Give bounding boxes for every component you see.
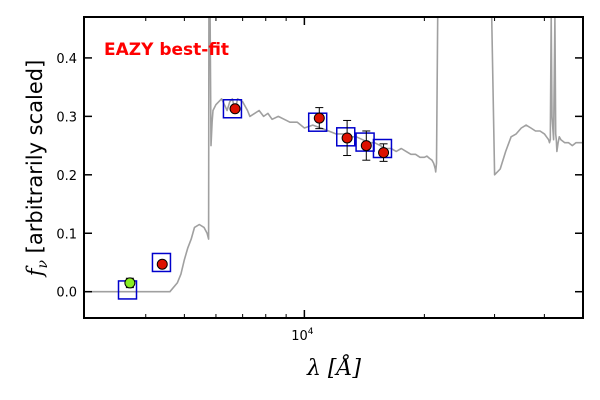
model-flux-box bbox=[151, 252, 172, 273]
observed-flux-point bbox=[156, 258, 168, 270]
y-axis-label: fν [arbitrarily scaled] bbox=[23, 60, 51, 279]
axis-tick-layer: 0.0 0.1 0.2 0.3 0.4 104 bbox=[56, 17, 583, 344]
y-tick-label: 0.4 bbox=[56, 52, 77, 67]
observed-flux-point bbox=[341, 132, 353, 144]
sed-curve-layer bbox=[84, 17, 583, 293]
x-axis-label: λ [Å] bbox=[306, 353, 361, 381]
observed-point-layer bbox=[124, 103, 390, 289]
y-tick-label: 0.2 bbox=[56, 169, 77, 184]
annotation-label: EAZY best-fit bbox=[104, 40, 229, 60]
observed-flux-point bbox=[313, 112, 325, 124]
y-axis-label-rest: [arbitrarily scaled] bbox=[23, 60, 47, 260]
y-tick-label: 0.0 bbox=[56, 286, 77, 301]
x-tick-exponent: 4 bbox=[308, 327, 314, 337]
y-tick-label: 0.3 bbox=[56, 110, 77, 125]
model-flux-box bbox=[336, 127, 356, 147]
model-flux-box bbox=[222, 99, 243, 119]
observed-flux-point bbox=[229, 103, 241, 115]
observed-flux-point bbox=[360, 140, 372, 152]
observed-flux-point bbox=[124, 277, 136, 289]
y-axis-label-subscript: ν bbox=[35, 260, 51, 269]
observed-flux-point bbox=[378, 147, 390, 159]
sed-model-line bbox=[84, 17, 583, 293]
x-tick-base: 10 bbox=[291, 329, 308, 344]
model-box-layer bbox=[117, 99, 393, 300]
y-tick-label: 0.1 bbox=[56, 227, 77, 242]
plot-frame bbox=[83, 16, 584, 319]
x-tick-label: 104 bbox=[291, 327, 314, 344]
y-axis-label-symbol: f bbox=[23, 265, 47, 278]
